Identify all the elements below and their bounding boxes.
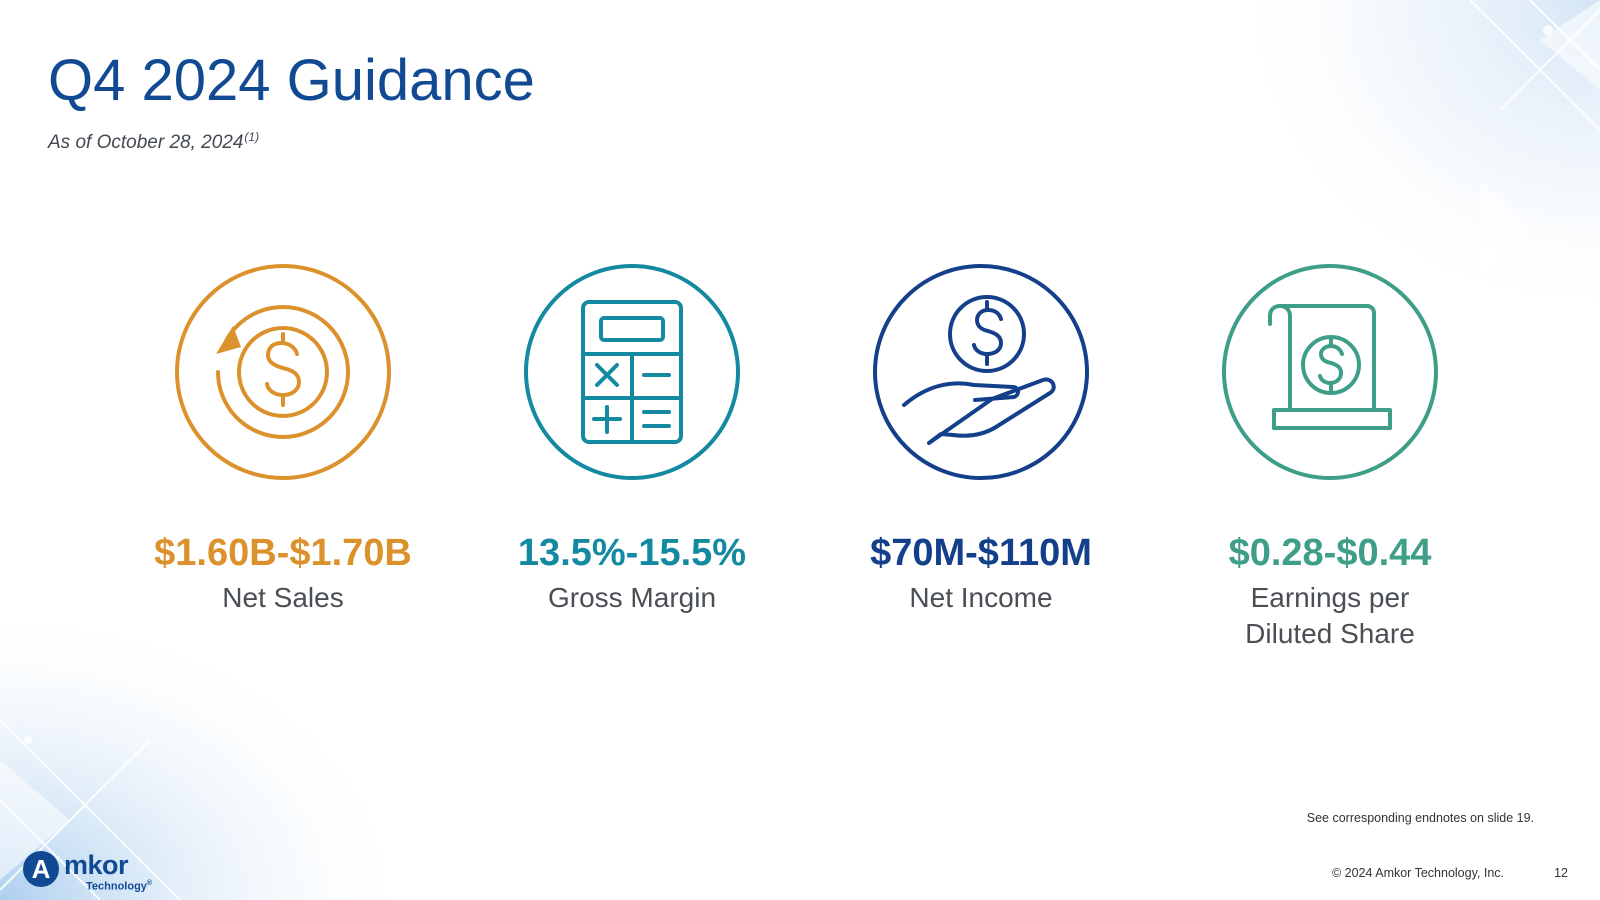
copyright: © 2024 Amkor Technology, Inc.: [1331, 866, 1504, 880]
metric-eps: $0.28-$0.44 Earnings per Diluted Share: [1160, 262, 1500, 652]
gross-margin-label: Gross Margin: [547, 582, 717, 613]
page-title: Q4 2024 Guidance: [48, 48, 535, 113]
dollar-cycle-icon: [175, 264, 391, 480]
logo-word: mkor: [64, 850, 129, 880]
amkor-logo: A mkor Technology®: [20, 848, 170, 892]
logo-subtext-word: Technology: [86, 880, 147, 893]
hand-coin-icon: [873, 264, 1089, 480]
logo-registered-mark: ®: [146, 880, 153, 887]
net-sales-value: $1.60B-$1.70B: [154, 532, 412, 574]
dollar-scroll-icon: [1222, 264, 1438, 480]
endnote-reference: See corresponding endnotes on slide 19.: [1306, 811, 1534, 825]
as-of-date: As of October 28, 2024(1): [48, 130, 259, 154]
metric-net-sales: $1.60B-$1.70B Net Sales: [113, 262, 453, 616]
calculator-icon: [524, 264, 740, 480]
logo-subtext: Technology®: [86, 880, 152, 893]
net-sales-label: Net Sales: [222, 582, 344, 613]
metric-gross-margin: 13.5%-15.5% Gross Margin: [462, 262, 802, 616]
net-income-value: $70M-$110M: [870, 532, 1092, 574]
eps-label: Earnings per Diluted Share: [1245, 582, 1415, 649]
net-income-label: Net Income: [909, 582, 1053, 613]
logo-letter: A: [32, 854, 51, 884]
footnote-ref: (1): [244, 130, 260, 144]
eps-value: $0.28-$0.44: [1228, 532, 1432, 574]
gross-margin-value: 13.5%-15.5%: [517, 532, 747, 574]
metric-net-income: $70M-$110M Net Income: [811, 262, 1151, 616]
page-number: 12: [1554, 866, 1568, 880]
as-of-date-text: As of October 28, 2024: [48, 132, 244, 153]
logo-mark: A: [23, 851, 59, 887]
